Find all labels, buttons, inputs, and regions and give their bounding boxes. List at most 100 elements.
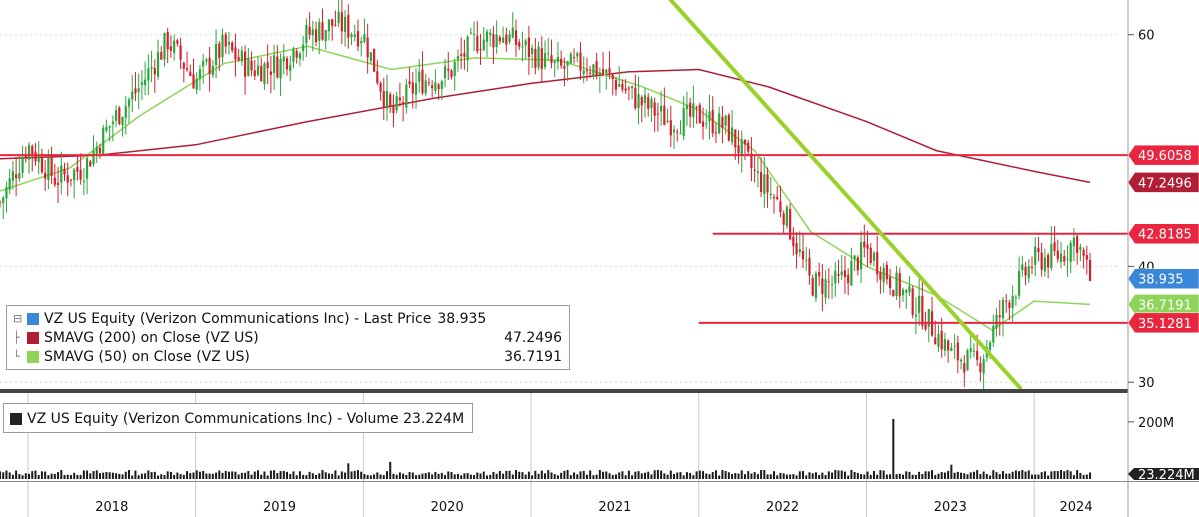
- volume-bar: [592, 475, 595, 479]
- volume-bar: [476, 472, 479, 479]
- volume-bar: [437, 473, 440, 479]
- candle-body: [818, 272, 821, 277]
- candle-body: [305, 24, 308, 44]
- volume-bar: [34, 470, 37, 479]
- sma50-line: [0, 45, 1091, 331]
- volume-bar: [363, 474, 366, 479]
- volume-bar: [998, 474, 1001, 479]
- candle-body: [1050, 244, 1053, 268]
- volume-bar: [673, 473, 676, 479]
- volume-bar: [157, 475, 160, 479]
- candle-body: [908, 286, 911, 293]
- volume-bar: [218, 470, 221, 479]
- candle-body: [169, 46, 173, 51]
- volume-bar: [889, 474, 892, 479]
- x-tick-label: 2024: [1060, 500, 1093, 515]
- candle-body: [79, 169, 82, 180]
- candle-body: [185, 68, 189, 70]
- candle-body: [614, 80, 618, 90]
- volume-bar: [163, 475, 166, 479]
- volume-bar: [740, 470, 743, 479]
- volume-bar: [560, 472, 563, 479]
- volume-bar: [985, 473, 988, 479]
- candle-body: [563, 66, 566, 69]
- volume-bar: [966, 474, 969, 479]
- candle-body: [269, 71, 272, 75]
- candle-body: [111, 121, 114, 125]
- volume-bar: [215, 472, 218, 479]
- candle-body: [134, 88, 137, 94]
- legend-label: SMAVG (200) on Close (VZ US): [44, 329, 259, 346]
- tree-collapse-icon[interactable]: ⊟: [13, 312, 23, 325]
- candle-body: [247, 58, 250, 76]
- volume-bar: [837, 470, 840, 479]
- volume-bar: [460, 475, 463, 479]
- volume-bar: [144, 473, 147, 479]
- candle-body: [959, 359, 963, 362]
- volume-bar: [440, 472, 443, 479]
- volume-bar: [21, 475, 24, 479]
- volume-bar: [824, 475, 827, 479]
- volume-bar: [960, 472, 963, 479]
- volume-bar: [808, 472, 811, 479]
- candle-body: [163, 33, 166, 60]
- legend-row-last-price[interactable]: ⊟ VZ US Equity (Verizon Communications I…: [13, 309, 569, 328]
- candle-body: [685, 104, 689, 110]
- candle-body: [443, 66, 447, 79]
- legend-row-sma200[interactable]: ├ SMAVG (200) on Close (VZ US) 47.2496: [13, 328, 569, 347]
- volume-bar: [2, 472, 5, 479]
- candle-body: [1076, 236, 1079, 253]
- candle-body: [427, 82, 431, 84]
- volume-bar: [176, 472, 179, 479]
- candle-body: [840, 271, 843, 276]
- volume-bar: [202, 470, 205, 479]
- candle-body: [853, 255, 856, 260]
- volume-bar: [737, 473, 740, 479]
- candle-body: [60, 165, 63, 183]
- volume-bar: [1069, 471, 1072, 479]
- volume-bar: [466, 473, 469, 479]
- candle-body: [456, 55, 460, 60]
- candle-body: [334, 24, 337, 26]
- volume-bar: [247, 471, 250, 479]
- legend-label: VZ US Equity (Verizon Communications Inc…: [27, 410, 465, 427]
- volume-bar: [602, 471, 605, 479]
- volume-bar: [134, 470, 137, 479]
- candle-body: [1043, 257, 1046, 272]
- volume-bar: [556, 475, 559, 479]
- volume-bar: [179, 474, 182, 479]
- volume-bar: [73, 472, 76, 479]
- candle-body: [392, 105, 395, 114]
- volume-bar: [634, 471, 637, 479]
- candle-body: [466, 36, 469, 61]
- candle-body: [66, 175, 69, 183]
- candle-body: [73, 169, 76, 181]
- legend-row-volume[interactable]: VZ US Equity (Verizon Communications Inc…: [10, 409, 464, 428]
- x-tick-label: 2020: [431, 500, 464, 515]
- volume-bar: [289, 473, 292, 479]
- volume-bar: [531, 475, 534, 479]
- volume-bar: [708, 474, 711, 479]
- candle-body: [1014, 297, 1017, 299]
- candle-body: [289, 64, 292, 72]
- candle-body: [647, 97, 650, 109]
- volume-bar: [37, 474, 40, 479]
- candle-body: [408, 81, 411, 84]
- legend-row-sma50[interactable]: └ SMAVG (50) on Close (VZ US) 36.7191: [13, 347, 569, 366]
- volume-bar: [1034, 474, 1037, 479]
- volume-bar: [569, 475, 572, 479]
- candle-body: [437, 84, 440, 90]
- volume-bar: [714, 470, 717, 479]
- volume-bar: [908, 471, 911, 479]
- volume-bar: [982, 471, 985, 479]
- candle-body: [1021, 264, 1024, 271]
- candle-body: [1018, 271, 1021, 296]
- candle-body: [618, 84, 621, 87]
- volume-bar: [785, 474, 788, 479]
- volume-bar: [173, 474, 176, 479]
- value-flag: 47.2496: [1127, 172, 1199, 193]
- volume-bar: [482, 471, 485, 479]
- candle-body: [324, 30, 327, 42]
- volume-bar: [453, 474, 456, 479]
- volume-bar: [495, 473, 498, 479]
